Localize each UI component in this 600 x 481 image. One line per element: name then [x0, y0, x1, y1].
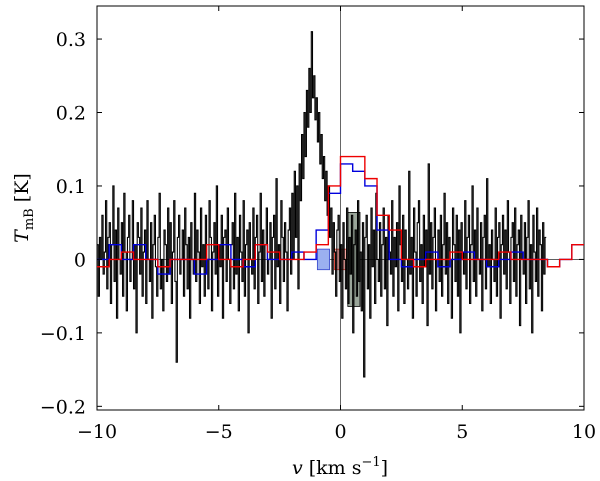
- y-tick-labels: −0.2 −0.1 0 0.1 0.2 0.3: [40, 29, 86, 418]
- y-tick-label: −0.1: [40, 323, 86, 345]
- x-tick-label: −10: [77, 421, 117, 443]
- y-tick-label: 0.3: [56, 29, 86, 51]
- x-tick-label: −5: [205, 421, 233, 443]
- y-tick-label: 0.1: [56, 176, 86, 198]
- x-axis-label: v [km s−1]: [292, 455, 388, 479]
- y-tick-label: 0: [74, 249, 86, 271]
- series-layer: [97, 31, 584, 378]
- x-tick-label: 5: [456, 421, 468, 443]
- x-tick-label: 10: [572, 421, 596, 443]
- channel-box-1: [316, 248, 330, 271]
- series-line-3: [97, 155, 584, 268]
- x-tick-labels: −10 −5 0 5 10: [77, 421, 596, 443]
- series-line-1: [97, 31, 547, 378]
- y-axis-label: TmB [K]: [11, 173, 37, 243]
- plot-area: [96, 5, 585, 411]
- y-tick-label: 0.2: [56, 103, 86, 125]
- x-tick-label: 0: [334, 421, 346, 443]
- y-tick-label: −0.2: [40, 396, 86, 418]
- axis-ticks: [96, 6, 585, 410]
